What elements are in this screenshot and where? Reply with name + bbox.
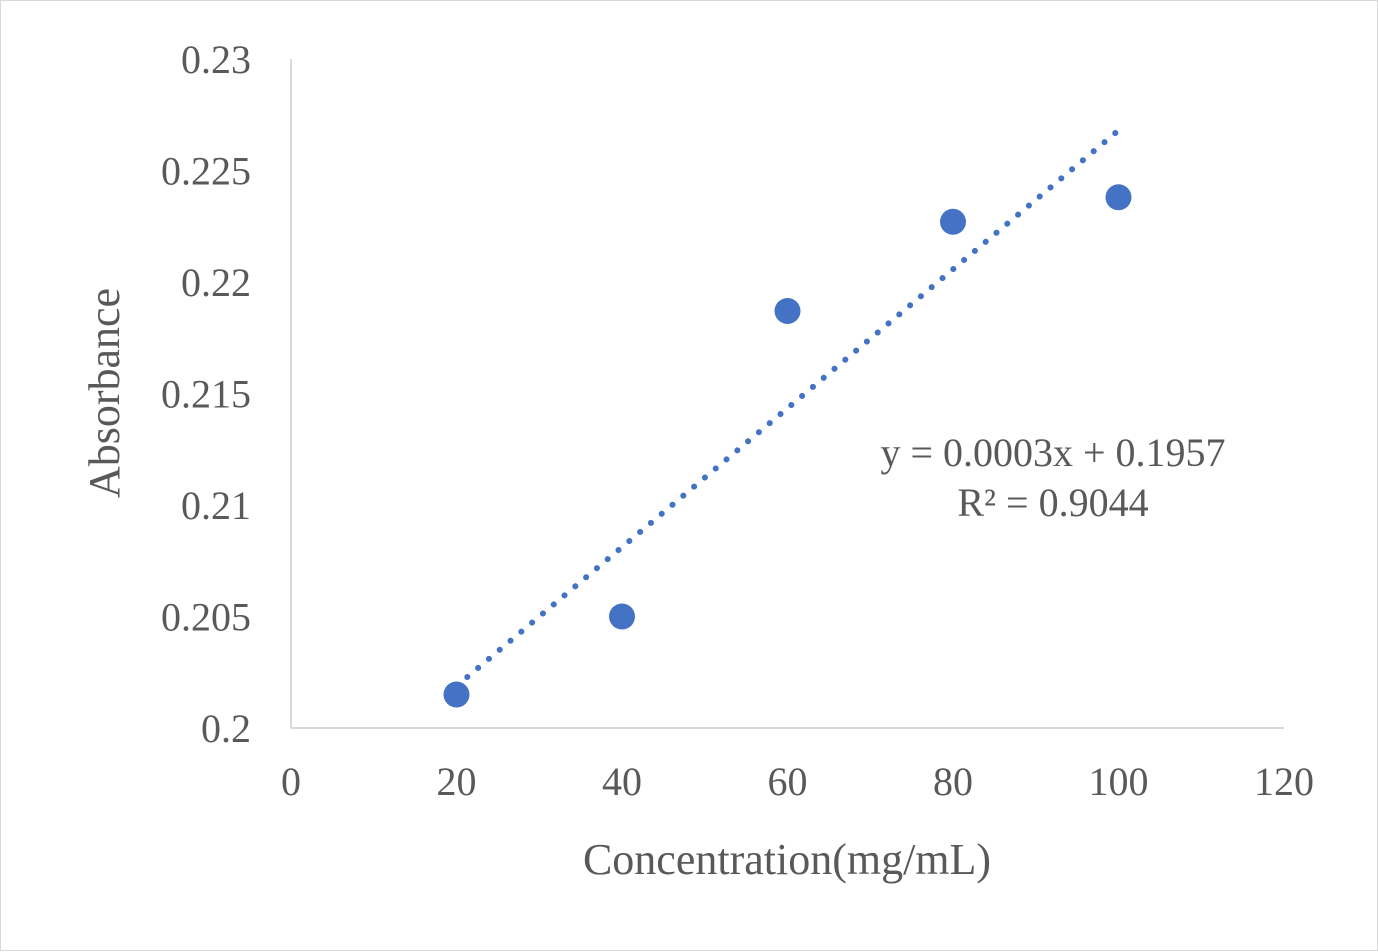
- y-tick-label: 0.23: [181, 37, 251, 82]
- data-point: [774, 297, 801, 324]
- y-tick-label: 0.22: [181, 260, 251, 305]
- y-tick-label: 0.215: [161, 372, 251, 417]
- data-point: [609, 603, 635, 630]
- x-tick-labels: 0 20 40 60 80 100 120: [281, 759, 1314, 804]
- axes: [290, 59, 1284, 729]
- y-tick-label: 0.225: [161, 149, 251, 194]
- x-axis-title: Concentration(mg/mL): [583, 835, 991, 884]
- y-axis-title: Absorbance: [80, 288, 129, 498]
- x-tick-label: 20: [437, 759, 477, 804]
- trendline-equation: y = 0.0003x + 0.1957: [880, 430, 1225, 475]
- y-tick-label: 0.2: [201, 706, 251, 751]
- data-point: [1105, 184, 1132, 211]
- y-tick-labels: 0.2 0.205 0.21 0.215 0.22 0.225 0.23: [161, 37, 251, 751]
- x-tick-label: 80: [933, 759, 973, 804]
- trendline-r-squared: R² = 0.9044: [957, 480, 1148, 525]
- data-point: [940, 208, 966, 235]
- y-tick-label: 0.21: [181, 483, 251, 528]
- y-tick-label: 0.205: [161, 595, 251, 640]
- data-points: [443, 184, 1132, 708]
- x-tick-label: 120: [1254, 759, 1314, 804]
- x-tick-label: 60: [768, 759, 808, 804]
- x-tick-label: 0: [281, 759, 301, 804]
- trendline: [453, 127, 1122, 690]
- x-tick-label: 100: [1089, 759, 1149, 804]
- data-point: [443, 681, 470, 708]
- trendline-group: [453, 127, 1122, 690]
- x-tick-label: 40: [602, 759, 642, 804]
